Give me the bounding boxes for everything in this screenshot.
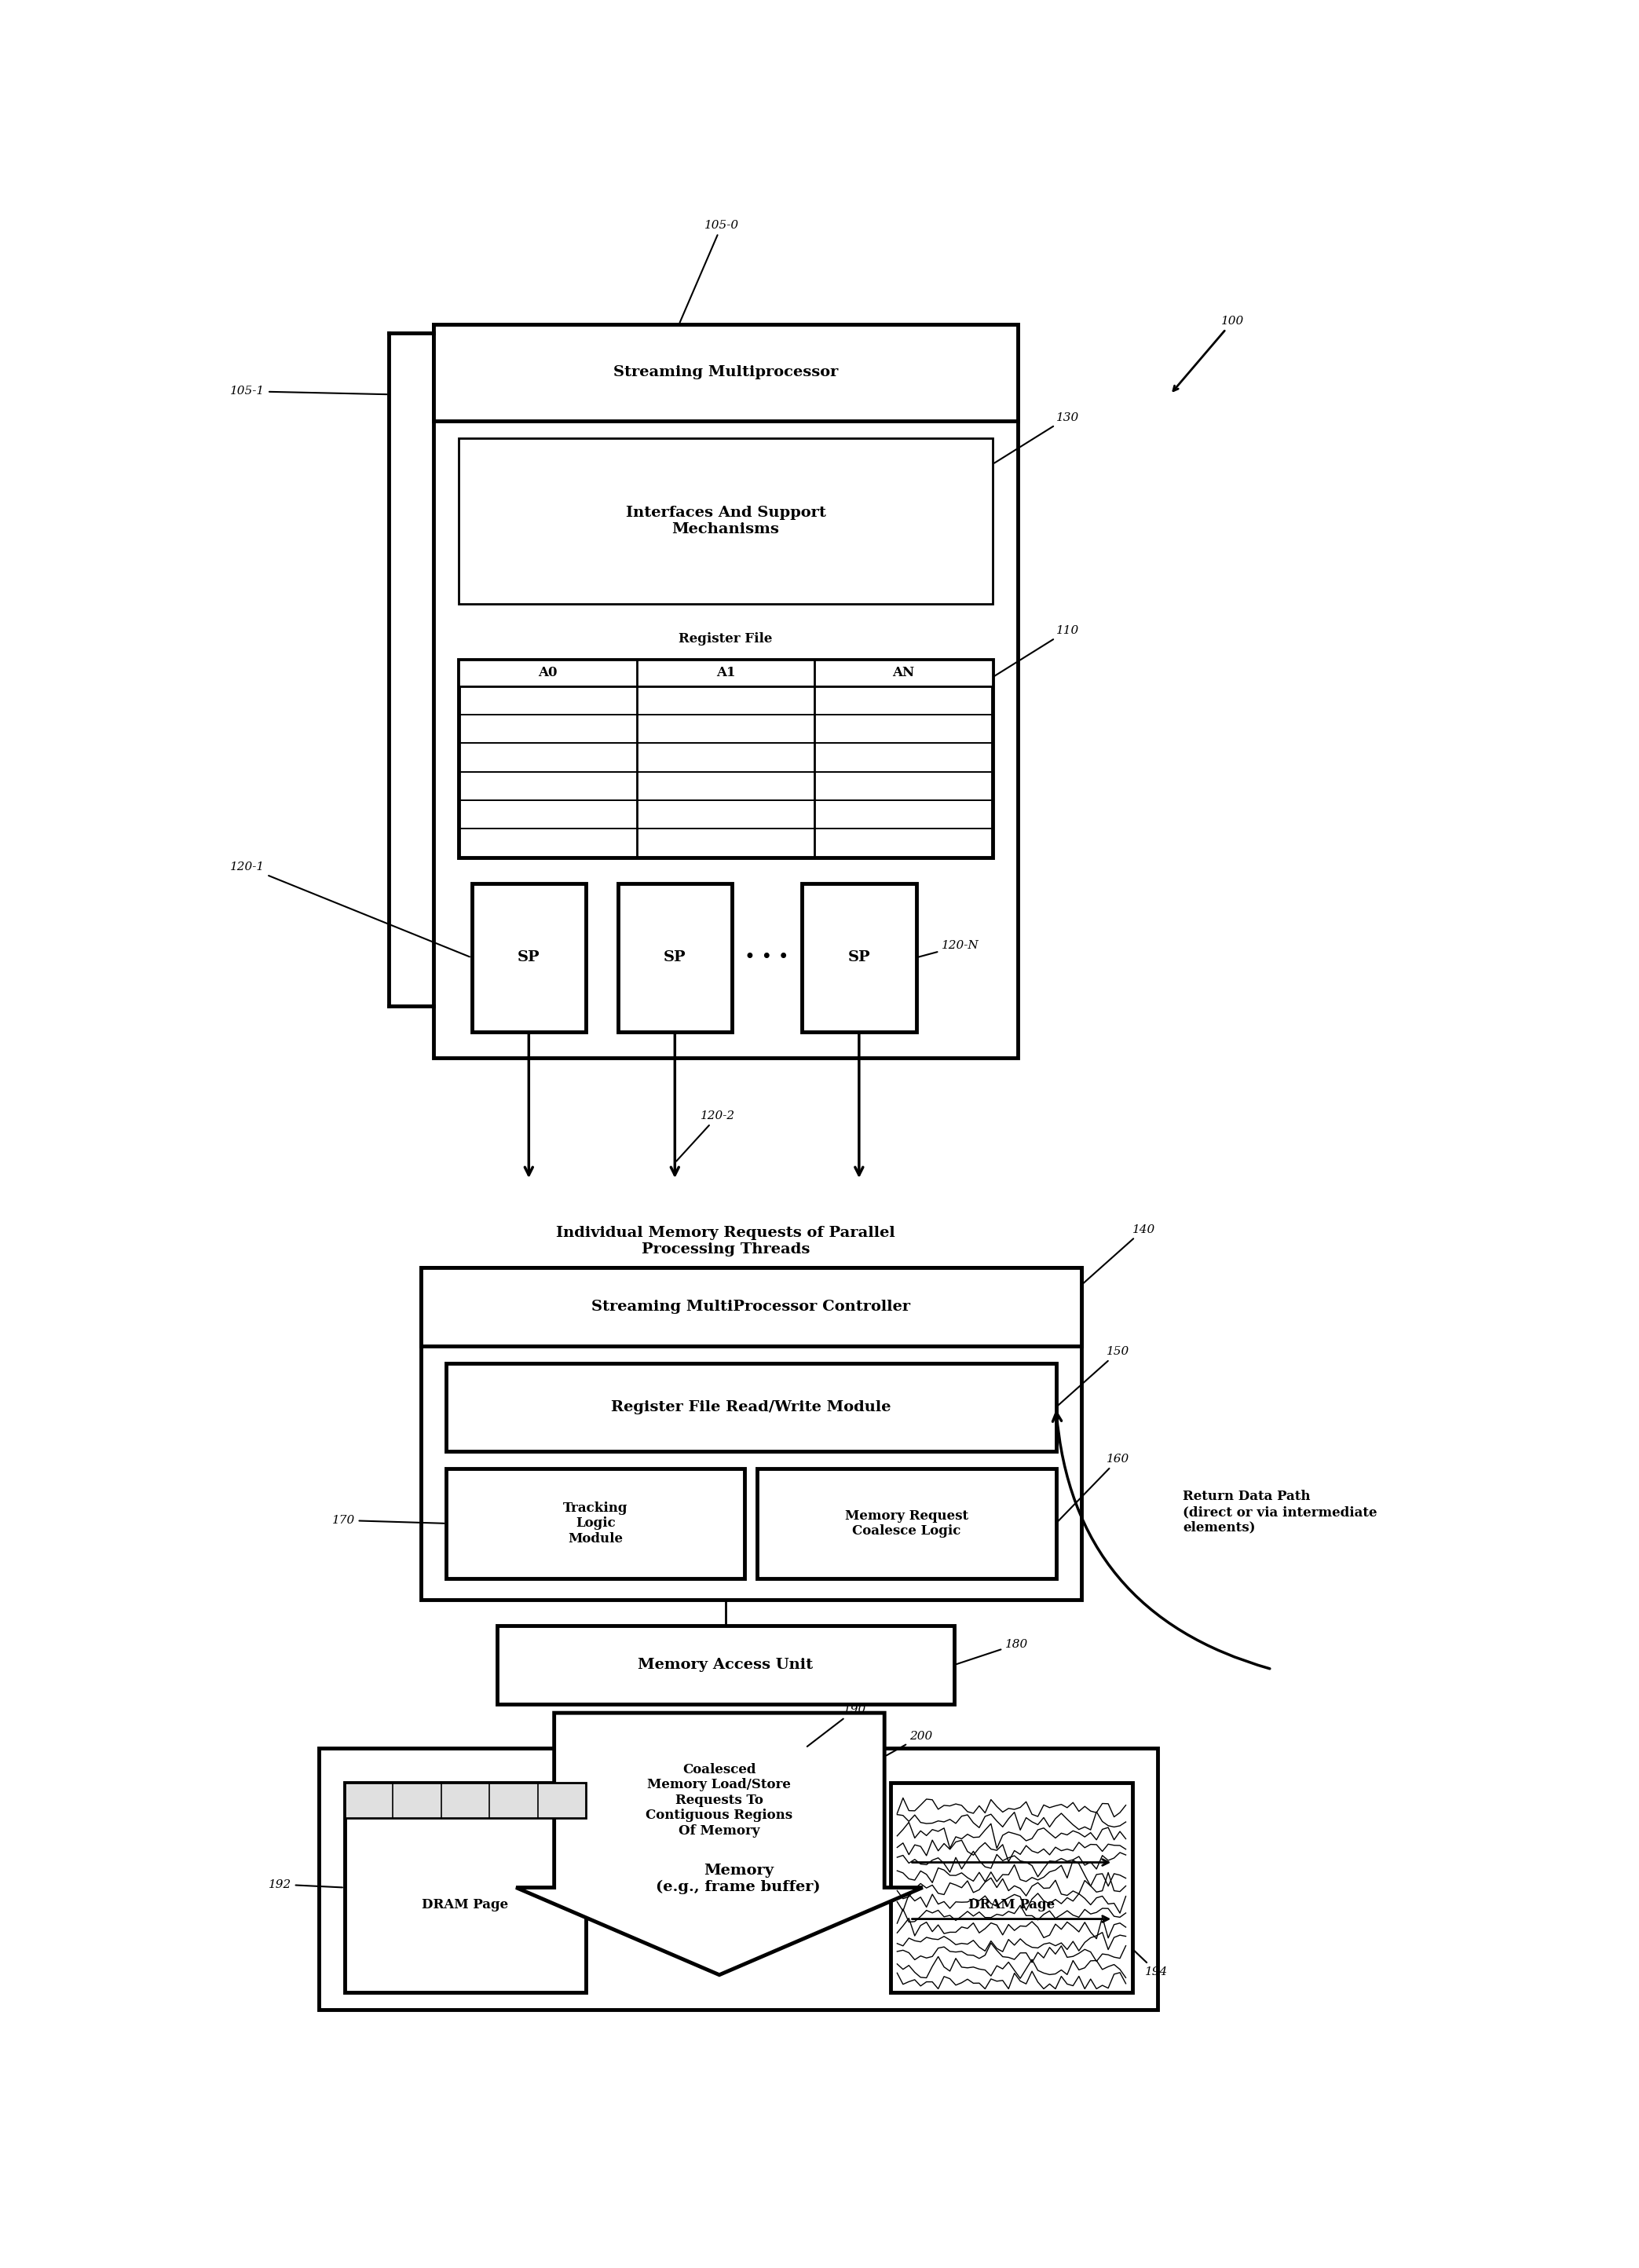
FancyBboxPatch shape: [472, 882, 587, 1032]
Text: AN: AN: [893, 667, 915, 680]
Text: 160: 160: [1057, 1454, 1129, 1522]
Text: SP: SP: [664, 950, 687, 964]
Text: 170: 170: [331, 1515, 444, 1526]
Text: 120-1: 120-1: [229, 862, 470, 957]
Text: • • •: • • •: [744, 948, 790, 966]
Text: 192: 192: [269, 1878, 343, 1889]
FancyBboxPatch shape: [421, 1268, 1082, 1347]
Text: 120-N: 120-N: [918, 941, 978, 957]
Text: A0: A0: [538, 667, 557, 680]
FancyBboxPatch shape: [459, 660, 993, 857]
Text: 110: 110: [995, 626, 1078, 676]
Text: Streaming Multiprocessor: Streaming Multiprocessor: [613, 365, 838, 379]
Text: Tracking
Logic
Module: Tracking Logic Module: [564, 1501, 628, 1545]
FancyBboxPatch shape: [421, 1268, 1082, 1599]
Text: 140: 140: [1083, 1225, 1155, 1284]
Text: Interfaces And Support
Mechanisms: Interfaces And Support Mechanisms: [626, 506, 826, 535]
Text: 180: 180: [957, 1640, 1028, 1665]
FancyBboxPatch shape: [801, 882, 916, 1032]
Text: 105-1: 105-1: [229, 386, 387, 397]
Text: 105-0: 105-0: [680, 220, 739, 322]
Text: Individual Memory Requests of Parallel
Processing Threads: Individual Memory Requests of Parallel P…: [556, 1227, 895, 1256]
Text: Register File Read/Write Module: Register File Read/Write Module: [611, 1399, 892, 1415]
FancyBboxPatch shape: [459, 660, 993, 687]
Text: SP: SP: [518, 950, 539, 964]
Text: SP: SP: [847, 950, 870, 964]
Text: Coalesced
Memory Load/Store
Requests To
Contiguous Regions
Of Memory: Coalesced Memory Load/Store Requests To …: [646, 1762, 793, 1837]
FancyBboxPatch shape: [344, 1783, 587, 1817]
Text: DRAM Page: DRAM Page: [421, 1898, 508, 1912]
Text: Memory Access Unit: Memory Access Unit: [638, 1658, 813, 1672]
Text: 190: 190: [806, 1703, 867, 1746]
FancyBboxPatch shape: [446, 1363, 1056, 1452]
FancyBboxPatch shape: [757, 1467, 1056, 1579]
FancyBboxPatch shape: [446, 1467, 744, 1579]
Text: 130: 130: [995, 413, 1078, 463]
Text: Return Data Path
(direct or via intermediate
elements): Return Data Path (direct or via intermed…: [1183, 1490, 1377, 1533]
Text: 200: 200: [887, 1730, 933, 1755]
Text: 150: 150: [1057, 1347, 1129, 1406]
FancyBboxPatch shape: [320, 1749, 1157, 2009]
Text: DRAM Page: DRAM Page: [969, 1898, 1056, 1912]
FancyBboxPatch shape: [434, 324, 1018, 420]
FancyBboxPatch shape: [618, 882, 733, 1032]
Text: A1: A1: [716, 667, 736, 680]
FancyBboxPatch shape: [459, 438, 993, 603]
FancyBboxPatch shape: [434, 324, 1018, 1057]
FancyBboxPatch shape: [497, 1626, 954, 1703]
Text: Memory
(e.g., frame buffer): Memory (e.g., frame buffer): [656, 1864, 821, 1894]
FancyBboxPatch shape: [344, 1783, 587, 1991]
Text: 100: 100: [1174, 315, 1244, 390]
Text: 194: 194: [1134, 1950, 1169, 1978]
FancyBboxPatch shape: [892, 1783, 1133, 1991]
Text: Register File: Register File: [679, 633, 772, 646]
Text: Streaming MultiProcessor Controller: Streaming MultiProcessor Controller: [592, 1300, 911, 1313]
Polygon shape: [516, 1712, 923, 1975]
Text: 120-2: 120-2: [677, 1111, 734, 1161]
Text: Memory Request
Coalesce Logic: Memory Request Coalesce Logic: [846, 1508, 969, 1538]
